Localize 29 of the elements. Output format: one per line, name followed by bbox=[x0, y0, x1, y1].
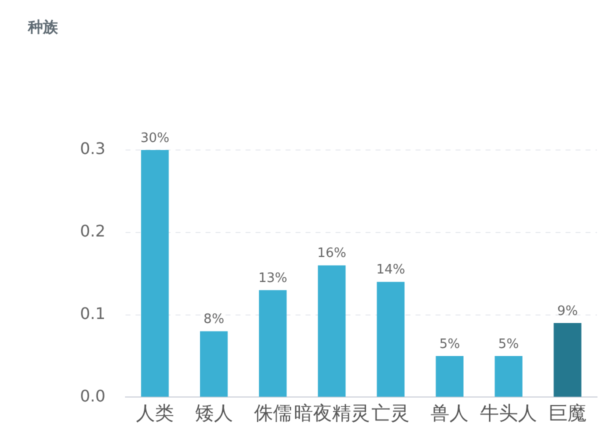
x-tick-label: 兽人 bbox=[430, 402, 469, 425]
y-tick-label: 0.2 bbox=[80, 222, 106, 241]
data-label: 13% bbox=[258, 270, 288, 286]
x-tick-label: 牛头人 bbox=[480, 402, 538, 425]
x-tick-label: 侏儒 bbox=[254, 402, 292, 425]
bar bbox=[200, 331, 228, 397]
chart-title: 种族 bbox=[28, 18, 58, 37]
data-label: 14% bbox=[376, 262, 406, 278]
bar bbox=[436, 356, 464, 397]
bar bbox=[318, 265, 346, 397]
data-label: 5% bbox=[439, 336, 460, 352]
bar bbox=[494, 356, 522, 397]
x-tick-label: 暗夜精灵 bbox=[294, 402, 370, 425]
data-label: 5% bbox=[498, 336, 519, 352]
data-label: 30% bbox=[140, 130, 170, 146]
bar bbox=[554, 323, 582, 397]
x-tick-label: 矮人 bbox=[194, 402, 233, 425]
bar bbox=[376, 282, 405, 397]
x-tick-label: 亡灵 bbox=[372, 402, 410, 425]
data-label: 8% bbox=[204, 312, 224, 328]
x-tick-label: 巨魔 bbox=[548, 402, 587, 425]
x-tick-label: 人类 bbox=[136, 402, 174, 425]
y-tick-label: 0.3 bbox=[80, 139, 106, 158]
data-label: 16% bbox=[317, 246, 346, 262]
bar bbox=[141, 150, 169, 397]
y-tick-label: 0.1 bbox=[80, 304, 106, 323]
bar bbox=[258, 290, 287, 397]
y-tick-label: 0.0 bbox=[80, 386, 106, 406]
data-label: 9% bbox=[557, 304, 578, 319]
